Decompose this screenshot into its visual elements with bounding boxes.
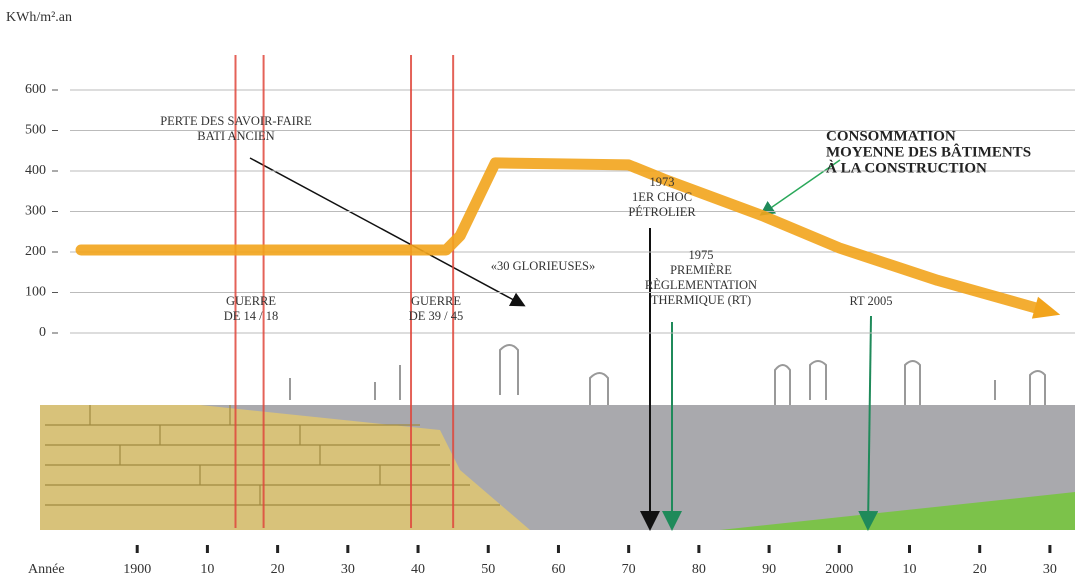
arrow: [249, 157, 526, 307]
x-tick-label: 20: [973, 562, 987, 577]
annotation: 1ER CHOC: [632, 190, 692, 204]
annotation: 1973: [650, 175, 675, 189]
annotation: GUERRE: [411, 294, 461, 308]
x-tick-label: 20: [271, 562, 285, 577]
illustration: [40, 344, 1075, 530]
stone-wall: [40, 405, 530, 530]
x-tick-label: 90: [762, 562, 776, 577]
pipes: [289, 344, 1046, 405]
y-tick-label: 0: [39, 325, 46, 340]
series-label: MOYENNE DES BÂTIMENTS: [826, 143, 1031, 160]
series-label: CONSOMMATION: [826, 128, 956, 144]
annotation: BATI ANCIEN: [197, 129, 274, 143]
annotation: DE 14 / 18: [224, 309, 279, 323]
annotation: DE 39 / 45: [409, 309, 464, 323]
x-tick-label: 30: [1043, 562, 1057, 577]
x-tick-label: 2000: [825, 562, 853, 577]
y-axis-label: KWh/m².an: [6, 10, 72, 25]
y-tick-label: 100: [25, 285, 46, 300]
stone-joints: [45, 405, 500, 506]
grass: [720, 492, 1075, 530]
annotation: «30 GLORIEUSES»: [491, 259, 596, 273]
annotation: PÉTROLIER: [628, 205, 696, 219]
annotation: RÈGLEMENTATION: [645, 278, 757, 292]
annotation: THERMIQUE (RT): [651, 293, 751, 307]
x-tick-label: 40: [411, 562, 425, 577]
arrow: [858, 315, 879, 531]
x-tick-label: 10: [200, 562, 214, 577]
x-tick-label: 1900: [123, 562, 151, 577]
annotation: 1975: [689, 248, 714, 262]
annotation-arrows: [249, 157, 879, 531]
annotation: RT 2005: [849, 294, 892, 308]
x-axis-label: Année: [28, 562, 65, 577]
data-line: [75, 157, 1049, 316]
x-tick-label: 10: [903, 562, 917, 577]
x-tick-label: 30: [341, 562, 355, 577]
y-tick-label: 600: [25, 82, 46, 97]
x-tick-label: 50: [481, 562, 495, 577]
annotation: PERTE DES SAVOIR-FAIRE: [160, 114, 312, 128]
y-tick-label: 200: [25, 244, 46, 259]
x-tick-label: 60: [551, 562, 565, 577]
arrow: [759, 159, 841, 216]
x-tick-label: 70: [622, 562, 636, 577]
annotation: GUERRE: [226, 294, 276, 308]
y-tick-label: 500: [25, 123, 46, 138]
series-label: À LA CONSTRUCTION: [826, 159, 987, 176]
line-arrowhead: [1031, 296, 1061, 319]
y-tick-label: 400: [25, 163, 46, 178]
x-tick-label: 80: [692, 562, 706, 577]
y-tick-label: 300: [25, 204, 46, 219]
annotation: PREMIÈRE: [670, 263, 732, 277]
